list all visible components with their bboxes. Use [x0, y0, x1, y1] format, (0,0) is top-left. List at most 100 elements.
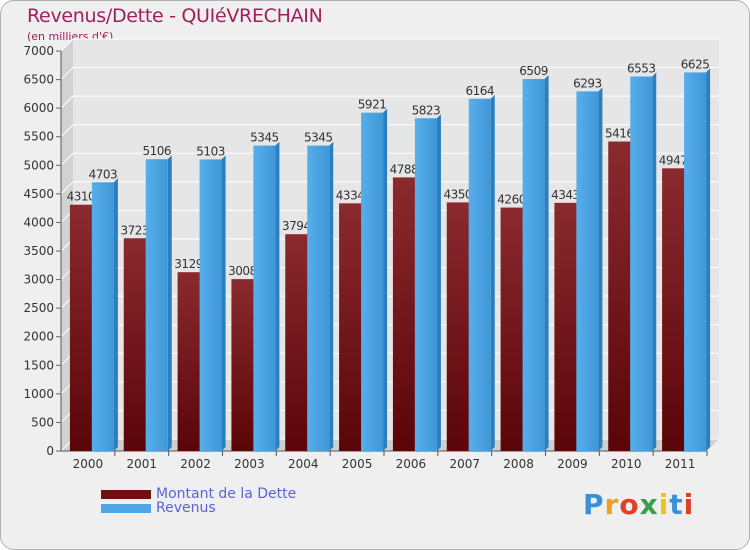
bar-dette	[500, 207, 523, 451]
legend-label-debt: Montant de la Dette	[156, 486, 297, 502]
bar-revenus-label: 6293	[573, 76, 602, 90]
chart-title: Revenus/Dette - QUIéVRECHAIN	[27, 5, 323, 27]
y-tick-label: 5000	[23, 158, 54, 172]
bar-dette-label: 4343	[551, 188, 580, 202]
gridline-side	[60, 38, 74, 52]
bar-revenus	[253, 145, 276, 452]
bar-dette	[339, 203, 362, 451]
bar-revenus-label: 5103	[196, 144, 225, 158]
bar-revenus-side	[490, 94, 495, 452]
bar-dette	[285, 234, 308, 451]
bar-revenus-side	[275, 141, 280, 452]
x-tick-label: 2000	[73, 457, 104, 471]
logo-letter: i	[658, 488, 670, 521]
bar-revenus	[414, 118, 437, 451]
bar-dette-label: 4788	[390, 162, 419, 176]
bar-revenus-side	[383, 108, 388, 452]
logo-letter: i	[683, 488, 695, 521]
bar-dette	[554, 202, 577, 451]
bar-revenus-side	[113, 178, 118, 451]
bar-dette-label: 3129	[174, 257, 203, 271]
bar-dette-label: 5416	[605, 127, 634, 141]
bar-revenus	[684, 72, 707, 451]
x-tick-label: 2006	[396, 457, 427, 471]
bar-dette	[177, 272, 200, 451]
bar-revenus-label: 5345	[250, 131, 279, 145]
x-tick-label: 2009	[557, 457, 588, 471]
bar-revenus-side	[221, 155, 226, 451]
y-tick-label: 4000	[23, 215, 54, 229]
y-tick-label: 0	[46, 444, 54, 458]
y-tick-label: 3000	[23, 273, 54, 287]
y-tick-label: 3500	[23, 244, 54, 258]
bar-dette-label: 3723	[120, 223, 149, 237]
bar-revenus-label: 5823	[412, 103, 441, 117]
x-tick-label: 2003	[234, 457, 265, 471]
gridline-side	[60, 181, 74, 195]
bar-dette-label: 3008	[228, 264, 257, 278]
bar-dette	[392, 177, 415, 451]
bar-dette-label: 4260	[497, 193, 526, 207]
bar-revenus-side	[329, 141, 334, 452]
x-tick-label: 2004	[288, 457, 319, 471]
gridline-side	[60, 152, 74, 166]
y-tick-label: 7000	[23, 44, 54, 58]
bar-revenus-label: 5345	[304, 131, 333, 145]
bar-revenus	[91, 182, 114, 451]
bar-dette-label: 4350	[443, 187, 472, 201]
bar-revenus-label: 6553	[627, 62, 656, 76]
bar-revenus-label: 6509	[519, 64, 548, 78]
logo-letter: o	[619, 488, 640, 521]
y-tick-label: 2000	[23, 330, 54, 344]
x-tick-label: 2007	[449, 457, 480, 471]
gridline-side	[60, 67, 74, 80]
bar-dette	[69, 204, 92, 451]
y-tick-label: 5500	[23, 130, 54, 144]
y-tick-label: 4500	[23, 187, 54, 201]
y-tick-label: 2500	[23, 301, 54, 315]
bar-revenus	[145, 159, 168, 451]
logo-letter: r	[604, 488, 620, 521]
logo-letter: x	[639, 488, 659, 521]
x-tick-label: 2008	[503, 457, 534, 471]
bar-revenus-side	[598, 87, 603, 452]
bar-dette	[662, 168, 685, 452]
legend-label-revenus: Revenus	[156, 500, 216, 516]
bar-revenus	[630, 76, 653, 452]
x-tick-label: 2001	[126, 457, 157, 471]
bar-revenus	[576, 91, 599, 452]
bar-revenus-side	[652, 72, 657, 452]
legend-swatch-debt	[101, 490, 151, 499]
bar-revenus-side	[706, 68, 711, 451]
bar-dette	[123, 238, 146, 451]
bar-revenus	[468, 98, 491, 452]
bar-dette	[446, 202, 469, 451]
bar-revenus	[307, 145, 330, 452]
y-tick-label: 1500	[23, 358, 54, 372]
bar-dette-label: 3794	[282, 219, 311, 233]
legend-swatch-revenus	[101, 504, 151, 513]
bar-dette-label: 4947	[659, 153, 688, 167]
logo-letter: t	[669, 488, 684, 521]
bar-dette-label: 4310	[67, 190, 96, 204]
gridline-side	[60, 124, 74, 138]
y-tick-label: 6500	[23, 73, 54, 87]
y-tick-label: 1000	[23, 387, 54, 401]
bar-revenus	[199, 159, 222, 451]
bar-revenus-side	[436, 114, 441, 451]
x-tick-label: 2011	[665, 457, 696, 471]
bar-revenus-label: 5921	[358, 98, 387, 112]
bar-dette	[231, 279, 254, 451]
x-tick-label: 2002	[180, 457, 211, 471]
bar-revenus	[522, 79, 545, 452]
x-tick-label: 2005	[342, 457, 373, 471]
y-tick-label: 500	[31, 415, 54, 429]
bar-dette-label: 4334	[336, 188, 365, 202]
y-tick-label: 6000	[23, 101, 54, 115]
logo-letter: P	[583, 488, 605, 521]
bar-revenus	[361, 112, 384, 452]
bar-revenus-label: 6164	[465, 84, 494, 98]
bar-revenus-side	[167, 155, 172, 451]
